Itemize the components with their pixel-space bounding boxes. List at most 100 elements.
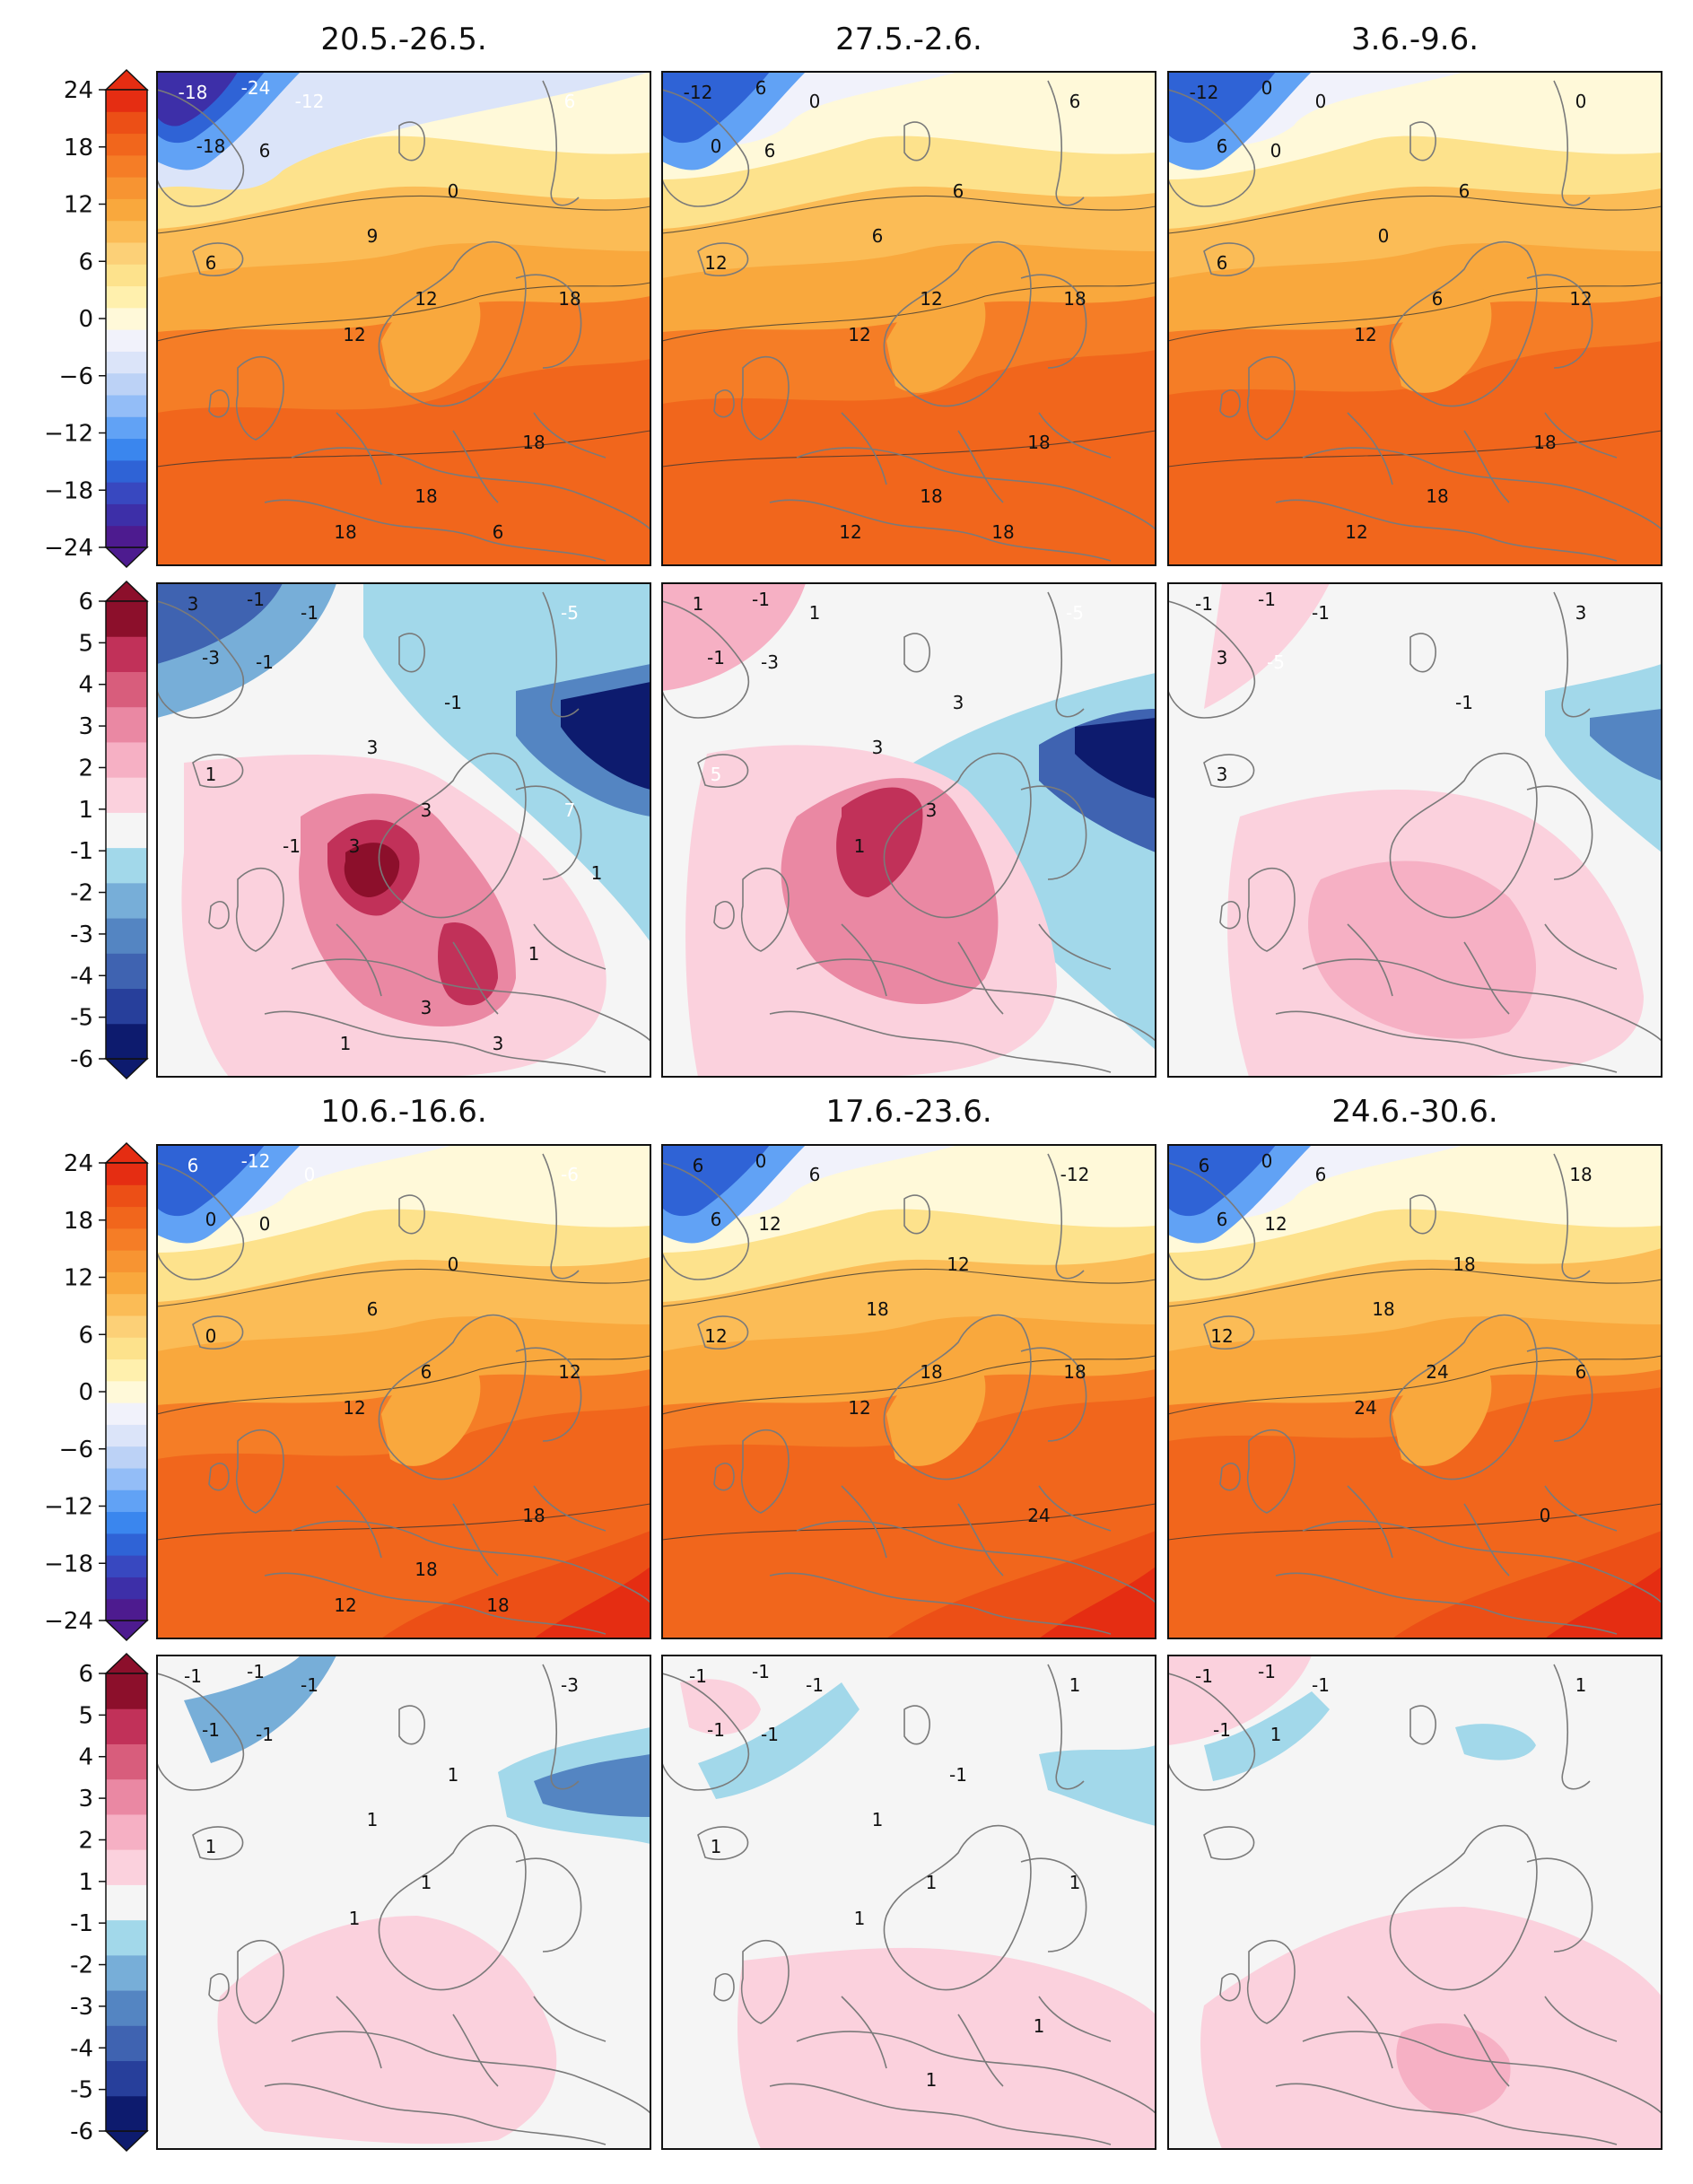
panel-title-3: 3.6.-9.6.	[1351, 22, 1479, 57]
map-frame	[661, 71, 1156, 566]
coastline	[1168, 600, 1255, 719]
contour-label: 18	[415, 485, 437, 507]
map-frame	[1167, 1655, 1662, 2150]
contour-label: -1	[761, 1724, 779, 1745]
contour-label: 0	[809, 91, 821, 112]
contour-label: 18	[866, 1298, 888, 1320]
coastline	[1047, 80, 1085, 206]
coastline	[1047, 591, 1085, 718]
temperature-colorbar-swatch	[106, 1250, 147, 1272]
coastline	[336, 1485, 382, 1559]
temperature-colorbar-swatch	[106, 1533, 147, 1556]
coastline	[841, 1996, 887, 2069]
contour-label: 3	[1217, 647, 1228, 668]
temperature-map-5: 6 0 6 6 12 -12 12 12 18 18 12 18 24	[661, 1144, 1156, 1639]
coastline	[1038, 1996, 1112, 2042]
coastline	[1389, 240, 1538, 407]
coastline	[1553, 1664, 1591, 1790]
contour-label: 0	[259, 1213, 271, 1235]
contour-label: -1	[1213, 1719, 1231, 1741]
anomaly-colorbar-tick-label: 5	[78, 1702, 93, 1729]
coastline	[796, 958, 1156, 1042]
contour-label: 18	[1569, 1164, 1592, 1185]
coastline	[1347, 412, 1393, 485]
temperature-colorbar-swatch	[106, 1184, 147, 1208]
contour-label: 3	[926, 799, 938, 821]
coastline	[1038, 1485, 1112, 1532]
anomaly-colorbar-tick-label: -4	[70, 963, 93, 990]
temperature-colorbar-swatch	[106, 1424, 147, 1447]
coastline	[713, 901, 735, 930]
anomaly-colorbar-swatch	[106, 706, 147, 743]
contour-label: 3	[493, 1033, 504, 1054]
anomaly-colorbar-max-arrow	[104, 580, 149, 602]
contour-label: 18	[1063, 288, 1086, 310]
contour-label: -1	[1312, 1674, 1330, 1696]
anomaly-colorbar-swatch	[106, 777, 147, 813]
contour-label: 1	[340, 1033, 352, 1054]
coastline	[378, 752, 527, 919]
temperature-colorbar-swatch	[106, 1489, 147, 1513]
temperature-colorbar-swatch	[106, 459, 147, 483]
anomaly-colorbar-frame	[105, 1673, 148, 2132]
contour-label: 0	[1261, 77, 1273, 99]
coastline	[697, 1315, 749, 1350]
temperature-colorbar-tick-label: −12	[44, 421, 93, 448]
contour-label: 1	[421, 1872, 432, 1893]
contour-label: 3	[1575, 602, 1587, 624]
coastline	[378, 1314, 527, 1481]
coastline	[1247, 1428, 1296, 1514]
contour-label: -1	[1258, 1661, 1276, 1682]
contour-label: -1	[247, 589, 265, 610]
temperature-colorbar-tick-label: 18	[64, 1208, 93, 1235]
coastline	[378, 240, 527, 407]
map-frame	[661, 1144, 1156, 1639]
coastline	[1219, 901, 1241, 930]
field-band-freezing	[157, 72, 650, 190]
coastline	[1302, 1520, 1662, 1603]
contour-label: 12	[558, 1361, 580, 1383]
contour-line	[157, 195, 650, 234]
map-field: 6 -12 0 0 0 -6 0 0 6 6 12 12 18 18 12 18	[157, 1145, 650, 1638]
temperature-colorbar-swatch	[106, 1555, 147, 1577]
coastline	[1409, 1705, 1436, 1745]
contour-label: 0	[755, 1150, 767, 1172]
temperature-map-4: 6 -12 0 0 0 -6 0 0 6 6 12 12 18 18 12 18	[156, 1144, 651, 1639]
coastline	[264, 499, 607, 562]
field-pos	[1168, 1655, 1312, 1745]
temperature-colorbar-tick-label: 18	[64, 135, 93, 162]
anomaly-colorbar-1: 6 5 4 3 2 1 -1 -2 -3 -4 -5 -6	[70, 580, 149, 1080]
coastline	[841, 412, 887, 485]
contour-label: 1	[926, 2069, 938, 2091]
coastline	[236, 355, 284, 441]
map-frame	[156, 1144, 651, 1639]
map-frame	[661, 582, 1156, 1078]
coastline	[533, 923, 607, 970]
contour-label: -1	[707, 647, 725, 668]
contour-label: -3	[202, 647, 220, 668]
contour-label: 12	[1210, 1325, 1233, 1347]
contour-label: 3	[349, 835, 361, 857]
contour-label: -1	[256, 1724, 274, 1745]
temperature-colorbar-swatch	[106, 1402, 147, 1425]
anomaly-colorbar-tick-label: 4	[78, 672, 93, 699]
map-frame	[1167, 71, 1662, 566]
anomaly-colorbar-tick-label: 6	[78, 1661, 93, 1688]
map-frame	[1167, 1144, 1662, 1639]
contour-label: 1	[926, 1872, 938, 1893]
contour-label: -1	[689, 1665, 707, 1687]
anomaly-colorbar-swatch	[106, 636, 147, 672]
coastline	[1389, 1314, 1538, 1481]
contour-label: 18	[1372, 1298, 1394, 1320]
coastline	[1526, 1347, 1593, 1442]
temperature-colorbar-swatch	[106, 1337, 147, 1360]
temperature-colorbar-swatch	[106, 154, 147, 178]
contour-label: -24	[241, 77, 271, 99]
contour-label: 6	[564, 91, 576, 112]
temperature-colorbar-swatch	[106, 1577, 147, 1600]
coastline	[841, 923, 887, 997]
anomaly-colorbar-swatch	[106, 2025, 147, 2062]
contour-label: 0	[1540, 1505, 1551, 1526]
coastline	[157, 89, 244, 207]
